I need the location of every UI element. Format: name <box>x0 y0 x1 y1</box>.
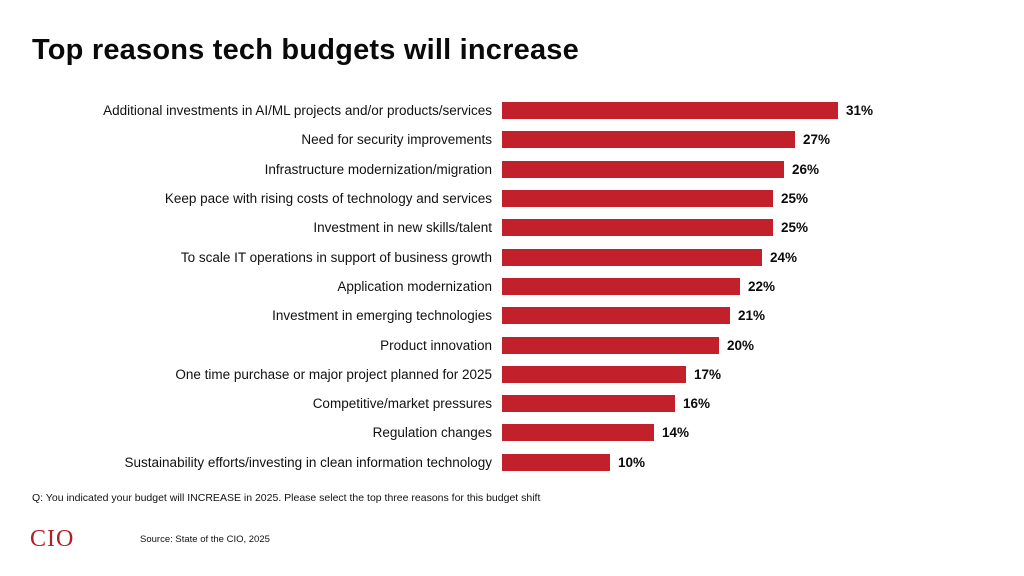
bar <box>502 336 719 354</box>
bar-value: 10% <box>618 454 646 470</box>
bar-label: Regulation changes <box>372 425 492 441</box>
bar <box>502 277 740 295</box>
bar-value: 31% <box>846 103 874 119</box>
source-text: Source: State of the CIO, 2025 <box>140 534 270 545</box>
bar-track: 22% <box>502 277 1004 295</box>
footnote: Q: You indicated your budget will INCREA… <box>32 492 541 504</box>
bar-label: Application modernization <box>337 278 492 294</box>
bar-value: 25% <box>781 191 809 207</box>
cio-logo: CIO <box>30 526 75 552</box>
bar-chart: Additional investments in AI/ML projects… <box>22 96 1004 477</box>
bar <box>502 395 675 413</box>
bar-value: 17% <box>694 366 722 382</box>
bar-label: Keep pace with rising costs of technolog… <box>164 191 492 207</box>
bar-row: To scale IT operations in support of bus… <box>22 242 1004 271</box>
bar <box>502 219 773 237</box>
bar-label: Investment in emerging technologies <box>272 308 492 324</box>
bar-value: 25% <box>781 220 809 236</box>
bar <box>502 248 762 266</box>
bar-label: Investment in new skills/talent <box>313 220 492 236</box>
bar <box>502 160 784 178</box>
bar-row: Additional investments in AI/ML projects… <box>22 96 1004 125</box>
bar-row: Competitive/market pressures 16% <box>22 389 1004 418</box>
bar-track: 16% <box>502 395 1004 413</box>
bar-track: 21% <box>502 307 1004 325</box>
bar-row: Regulation changes 14% <box>22 418 1004 447</box>
bar-track: 25% <box>502 219 1004 237</box>
bar-row: Product innovation 20% <box>22 330 1004 359</box>
bar-track: 10% <box>502 453 1004 471</box>
bar-row: Investment in new skills/talent 25% <box>22 213 1004 242</box>
bar <box>502 131 795 149</box>
bar-value: 16% <box>683 396 711 412</box>
bar-track: 24% <box>502 248 1004 266</box>
bar-track: 20% <box>502 336 1004 354</box>
bar-value: 14% <box>662 425 690 441</box>
bar-row: Need for security improvements 27% <box>22 125 1004 154</box>
chart-title: Top reasons tech budgets will increase <box>32 34 579 66</box>
bar-label: Product innovation <box>380 337 492 353</box>
bar-track: 17% <box>502 365 1004 383</box>
bar-track: 26% <box>502 160 1004 178</box>
bar <box>502 453 610 471</box>
bar-track: 25% <box>502 190 1004 208</box>
bar <box>502 307 730 325</box>
bar <box>502 424 654 442</box>
bar-row: Sustainability efforts/investing in clea… <box>22 448 1004 477</box>
bar-track: 31% <box>502 102 1004 120</box>
bar-label: Additional investments in AI/ML projects… <box>103 103 492 119</box>
bar-row: One time purchase or major project plann… <box>22 360 1004 389</box>
bar-value: 21% <box>738 308 766 324</box>
bar-value: 26% <box>792 161 820 177</box>
bar-row: Infrastructure modernization/migration 26… <box>22 155 1004 184</box>
bar-track: 14% <box>502 424 1004 442</box>
bar <box>502 102 838 120</box>
bar-row: Investment in emerging technologies 21% <box>22 301 1004 330</box>
bar <box>502 365 686 383</box>
bar-value: 24% <box>770 249 798 265</box>
bar-label: Infrastructure modernization/migration <box>264 161 492 177</box>
bar-value: 20% <box>727 337 755 353</box>
bar-label: One time purchase or major project plann… <box>175 366 492 382</box>
bar-value: 22% <box>748 278 776 294</box>
bar <box>502 190 773 208</box>
bar-row: Application modernization 22% <box>22 272 1004 301</box>
bar-label: Need for security improvements <box>301 132 492 148</box>
bar-track: 27% <box>502 131 1004 149</box>
bar-label: To scale IT operations in support of bus… <box>180 249 492 265</box>
bar-value: 27% <box>803 132 831 148</box>
bar-label: Competitive/market pressures <box>312 396 492 412</box>
bar-row: Keep pace with rising costs of technolog… <box>22 184 1004 213</box>
bar-label: Sustainability efforts/investing in clea… <box>124 454 492 470</box>
